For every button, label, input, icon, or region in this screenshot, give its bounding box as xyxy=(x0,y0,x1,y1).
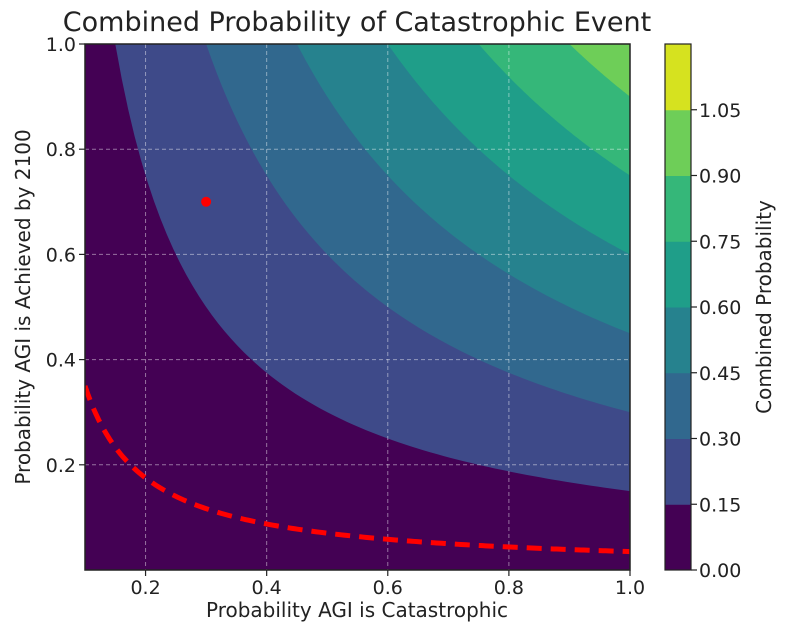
contour-band xyxy=(569,44,630,97)
marked-point-layer xyxy=(201,196,212,207)
colorbar-segment xyxy=(665,307,691,374)
colorbar-segment xyxy=(665,175,691,242)
colorbar-tick-label: 0.90 xyxy=(699,166,741,188)
colorbar-tick-label: 1.05 xyxy=(699,100,741,122)
y-tick-label: 0.8 xyxy=(46,139,76,161)
x-axis-ticks: 0.2 0.4 0.6 0.8 1.0 xyxy=(130,570,645,599)
y-axis-title: Probability AGI is Achieved by 2100 xyxy=(11,129,35,484)
colorbar-tick-label: 0.00 xyxy=(699,560,741,582)
x-tick-label: 0.2 xyxy=(130,577,160,599)
colorbar-segment xyxy=(665,438,691,505)
y-tick-label: 0.2 xyxy=(46,455,76,477)
x-axis-title: Probability AGI is Catastrophic xyxy=(206,598,508,622)
y-tick-label: 0.6 xyxy=(46,244,76,266)
y-tick-label: 1.0 xyxy=(46,34,76,56)
colorbar-tick-label: 0.60 xyxy=(699,297,741,319)
x-tick-label: 1.0 xyxy=(615,577,645,599)
colorbar-ticks: 0.00 0.15 0.30 0.45 0.60 0.75 0.90 1.05 xyxy=(691,100,741,582)
colorbar-segment xyxy=(665,109,691,176)
colorbar-segment xyxy=(665,44,691,111)
plot-frame xyxy=(84,43,631,571)
colorbar-tick-label: 0.30 xyxy=(699,429,741,451)
colorbar-title: Combined Probability xyxy=(752,200,776,414)
marked-point xyxy=(201,196,212,207)
threshold-curve-layer xyxy=(85,385,630,555)
x-tick-label: 0.4 xyxy=(252,577,282,599)
chart-title: Combined Probability of Catastrophic Eve… xyxy=(63,7,651,38)
colorbar-segment xyxy=(665,372,691,439)
colorbar-segment xyxy=(665,504,691,571)
y-axis-ticks: 0.2 0.4 0.6 0.8 1.0 xyxy=(46,34,85,477)
colorbar xyxy=(664,43,692,571)
x-tick-label: 0.8 xyxy=(494,577,524,599)
contour-band xyxy=(478,44,630,176)
colorbar-tick-label: 0.15 xyxy=(699,494,741,516)
threshold-curve xyxy=(85,385,630,555)
contour-bands xyxy=(85,44,630,570)
colorbar-tick-label: 0.45 xyxy=(699,363,741,385)
x-tick-label: 0.6 xyxy=(373,577,403,599)
colorbar-tick-label: 0.75 xyxy=(699,231,741,253)
y-tick-label: 0.4 xyxy=(46,350,76,372)
colorbar-segment xyxy=(665,241,691,308)
